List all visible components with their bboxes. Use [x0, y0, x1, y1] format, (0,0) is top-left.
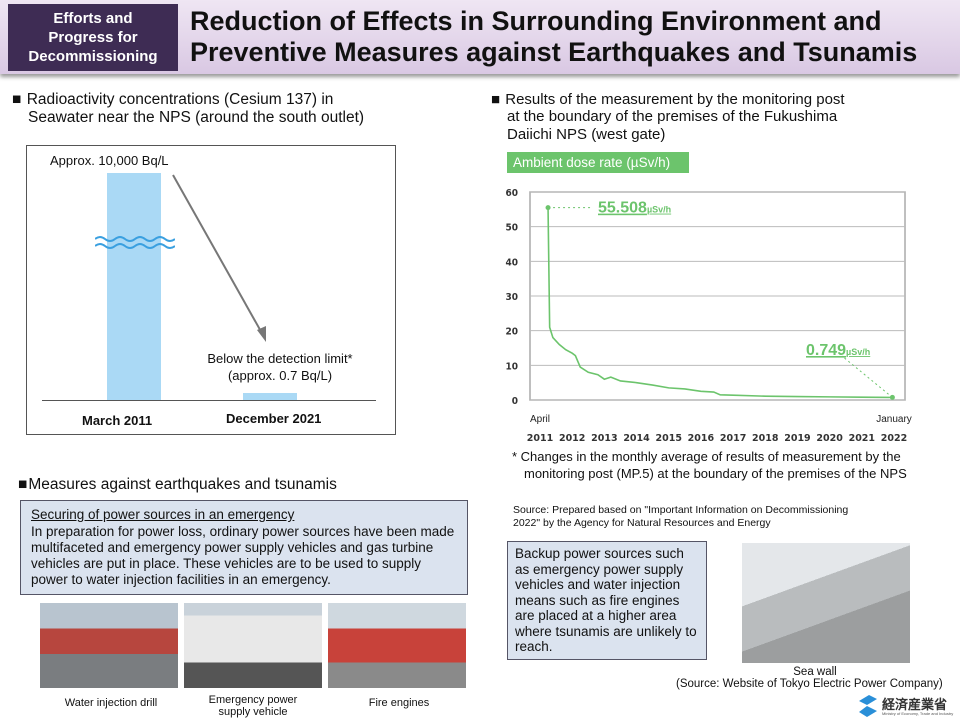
- x-tick-label: 2013: [591, 433, 617, 444]
- measures-subheading: Securing of power sources in an emergenc…: [31, 507, 295, 522]
- heading-line: Results of the measurement by the monito…: [505, 91, 845, 108]
- measures-heading: Measures against earthquakes and tsunami…: [18, 476, 336, 494]
- section-tag: Efforts and Progress for Decommissioning: [8, 4, 178, 71]
- fire-engines-photo: [328, 603, 466, 688]
- source-note: Source: Prepared based on "Important Inf…: [513, 504, 848, 530]
- seawater-heading: Radioactivity concentrations (Cesium 137…: [12, 91, 334, 109]
- heading-line: at the boundary of the premises of the F…: [507, 108, 838, 125]
- category-label: December 2021: [226, 411, 322, 426]
- x-tick-label: 2017: [720, 433, 746, 444]
- label-line: (approx. 0.7 Bq/L): [227, 368, 333, 383]
- photo-caption: Emergency power supply vehicle: [208, 694, 298, 718]
- meti-logo-subtext: Ministry of Economy, Trade and Industry: [882, 711, 954, 716]
- seawater-chart-box: [26, 145, 396, 435]
- title-line: Preventive Measures against Earthquakes …: [190, 37, 918, 67]
- december-value-label: Below the detection limit* (approx. 0.7 …: [190, 350, 370, 384]
- y-tick-label: 60: [505, 188, 518, 199]
- annotation-label: 55.508µSv/h: [598, 200, 671, 217]
- dose-rate-chart: 0 10 20 30 40 50 60 2011 2012 2013 2014 2015 2016 201…: [505, 188, 912, 444]
- x-tick-label: 2011: [527, 433, 553, 444]
- backup-power-box: Backup power sources such as emergency p…: [507, 541, 707, 660]
- x-tick-label: 2019: [784, 433, 810, 444]
- x-end-label: January: [876, 414, 912, 425]
- leader-line: [841, 355, 893, 398]
- title-line: Reduction of Effects in Surrounding Envi…: [190, 6, 882, 36]
- y-tick-label: 0: [512, 396, 518, 407]
- x-tick-label: 2018: [752, 433, 779, 444]
- heading-line: Daiichi NPS (west gate): [507, 125, 666, 143]
- bar-march-2011: [107, 173, 161, 400]
- x-tick-label: 2014: [623, 433, 650, 444]
- photo-caption: Water injection drill: [64, 697, 158, 709]
- sea-wall-source: (Source: Website of Tokyo Electric Power…: [676, 678, 943, 690]
- dose-rate-line: [547, 207, 893, 399]
- label-line: Below the detection limit*: [207, 351, 353, 366]
- source-line: 2022" by the Agency for Natural Resource…: [513, 517, 771, 529]
- x-start-label: April: [530, 414, 550, 425]
- y-tick-label: 40: [505, 257, 518, 268]
- note-line: * Changes in the monthly average of resu…: [512, 449, 901, 464]
- heading-cont: at the boundary of the premises of the F…: [507, 108, 837, 143]
- x-tick-label: 2022: [881, 433, 907, 444]
- chart-title: Ambient dose rate (µSv/h): [507, 152, 689, 173]
- category-label: March 2011: [82, 413, 153, 428]
- y-tick-label: 10: [505, 361, 518, 372]
- y-tick-label: 20: [505, 327, 518, 338]
- baseline: [42, 400, 376, 401]
- tag-line: Decommissioning: [28, 48, 158, 65]
- break-mark-icon: [95, 236, 175, 249]
- meti-logo-icon: [859, 695, 877, 717]
- chart-note: * Changes in the monthly average of resu…: [512, 448, 907, 482]
- x-tick-label: 2021: [849, 433, 875, 444]
- march-value-label: Approx. 10,000 Bq/L: [50, 153, 169, 168]
- meti-logo-text: 経済産業省: [882, 697, 948, 712]
- sea-wall-caption: Sea wall: [793, 666, 837, 678]
- measures-box: Securing of power sources in an emergenc…: [20, 500, 468, 595]
- bar-december-2021: [243, 393, 297, 400]
- heading-line: Seawater near the NPS (around the south …: [28, 109, 365, 126]
- x-tick-label: 2015: [656, 433, 682, 444]
- water-injection-drill-photo: [40, 603, 178, 688]
- tag-line: Progress for: [48, 29, 138, 46]
- monitoring-heading: Results of the measurement by the monito…: [491, 91, 845, 109]
- source-line: Source: Prepared based on "Important Inf…: [513, 504, 849, 516]
- measures-body: In preparation for power loss, ordinary …: [31, 524, 455, 587]
- sea-wall-photo: [742, 543, 910, 663]
- x-tick-label: 2012: [559, 433, 585, 444]
- decrease-arrow-icon: [172, 174, 266, 342]
- tag-line: Efforts and: [53, 10, 133, 27]
- x-tick-label: 2020: [816, 433, 843, 444]
- y-tick-label: 50: [505, 223, 518, 234]
- annotation-label: 0.749µSv/h: [806, 342, 870, 359]
- x-tick-label: 2016: [688, 433, 715, 444]
- emergency-vehicle-photo: [184, 603, 322, 688]
- heading-line: Radioactivity concentrations (Cesium 137…: [26, 91, 334, 108]
- page-title: Reduction of Effects in Surrounding Envi…: [190, 6, 917, 68]
- photo-caption: Fire engines: [368, 697, 430, 709]
- note-line: monitoring post (MP.5) at the boundary o…: [524, 466, 907, 481]
- y-tick-label: 30: [505, 292, 518, 303]
